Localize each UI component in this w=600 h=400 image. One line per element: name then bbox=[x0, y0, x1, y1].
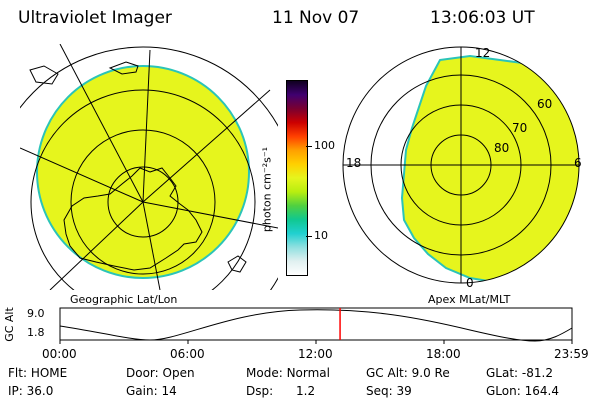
coast-fragment bbox=[227, 255, 247, 273]
status-filter-value: HOME bbox=[30, 366, 68, 380]
mlt-label-bottom: 0 bbox=[466, 276, 474, 290]
colorbar bbox=[286, 80, 308, 276]
status-filter: Flt: HOME bbox=[8, 366, 67, 380]
colorbar-tick-10: 10 bbox=[314, 229, 328, 242]
status-gc-alt-value: 9.0 Re bbox=[411, 366, 450, 380]
status-door-value: Open bbox=[162, 366, 195, 380]
mlat-label-80: 80 bbox=[494, 141, 510, 155]
status-seq: Seq: 39 bbox=[366, 384, 412, 398]
time-ticks bbox=[59, 340, 573, 344]
status-glon-value: 164.4 bbox=[524, 384, 559, 398]
colorbar-tick bbox=[306, 146, 312, 147]
colorbar-gradient bbox=[287, 81, 307, 275]
mlt-label-left: 18 bbox=[346, 156, 362, 170]
status-ip-value: 36.0 bbox=[26, 384, 54, 398]
status-mode-value: Normal bbox=[286, 366, 330, 380]
status-mode: Mode: Normal bbox=[246, 366, 330, 380]
status-seq-label: Seq: bbox=[366, 384, 393, 398]
date-label: 11 Nov 07 bbox=[272, 8, 360, 28]
status-glon: GLon: 164.4 bbox=[486, 384, 559, 398]
status-gain: Gain: 14 bbox=[126, 384, 177, 398]
status-gain-label: Gain: bbox=[126, 384, 158, 398]
status-dsp-label: Dsp: bbox=[246, 384, 274, 398]
alt-tick-high: 9.0 bbox=[27, 307, 45, 320]
mlat-label-60: 60 bbox=[537, 97, 553, 111]
status-dsp: Dsp: 1.2 bbox=[246, 384, 315, 398]
mlt-label-right: 6 bbox=[574, 156, 582, 170]
status-ip: IP: 36.0 bbox=[8, 384, 53, 398]
coast-fragment bbox=[108, 61, 139, 75]
mlt-label-top: 12 bbox=[475, 46, 491, 60]
time-label: 13:06:03 UT bbox=[430, 8, 535, 28]
alt-orbit-curve bbox=[59, 309, 573, 342]
coast-fragment bbox=[29, 65, 59, 85]
status-filter-label: Flt: bbox=[8, 366, 27, 380]
status-glat: GLat: -81.2 bbox=[486, 366, 553, 380]
geo-aurora-disc bbox=[36, 65, 250, 279]
status-ip-label: IP: bbox=[8, 384, 23, 398]
status-dsp-value: 1.2 bbox=[296, 384, 316, 398]
colorbar-tick bbox=[306, 236, 312, 237]
status-gc-alt-label: GC Alt: bbox=[366, 366, 408, 380]
status-gain-value: 14 bbox=[161, 384, 177, 398]
status-mode-label: Mode: bbox=[246, 366, 283, 380]
time-tick-0000: 00:00 bbox=[42, 347, 77, 361]
status-glon-label: GLon: bbox=[486, 384, 521, 398]
mlat-label-70: 70 bbox=[512, 121, 528, 135]
time-tick-2359: 23:59 bbox=[554, 347, 589, 361]
status-glat-label: GLat: bbox=[486, 366, 519, 380]
colorbar-tick-100: 100 bbox=[314, 139, 335, 152]
alt-tick-low: 1.8 bbox=[27, 326, 45, 339]
time-tick-1200: 12:00 bbox=[298, 347, 333, 361]
status-seq-value: 39 bbox=[396, 384, 412, 398]
time-tick-0600: 06:00 bbox=[170, 347, 205, 361]
status-door-label: Door: bbox=[126, 366, 159, 380]
mlt-grid bbox=[342, 46, 580, 284]
status-gc-alt: GC Alt: 9.0 Re bbox=[366, 366, 450, 380]
time-tick-1800: 18:00 bbox=[426, 347, 461, 361]
status-door: Door: Open bbox=[126, 366, 195, 380]
mlt-map-caption: Apex MLat/MLT bbox=[428, 293, 511, 306]
geo-map-caption: Geographic Lat/Lon bbox=[70, 293, 178, 306]
instrument-title: Ultraviolet Imager bbox=[18, 8, 172, 28]
geo-grid bbox=[20, 44, 278, 290]
antarctica-coastline bbox=[63, 167, 203, 271]
status-glat-value: -81.2 bbox=[521, 366, 553, 380]
